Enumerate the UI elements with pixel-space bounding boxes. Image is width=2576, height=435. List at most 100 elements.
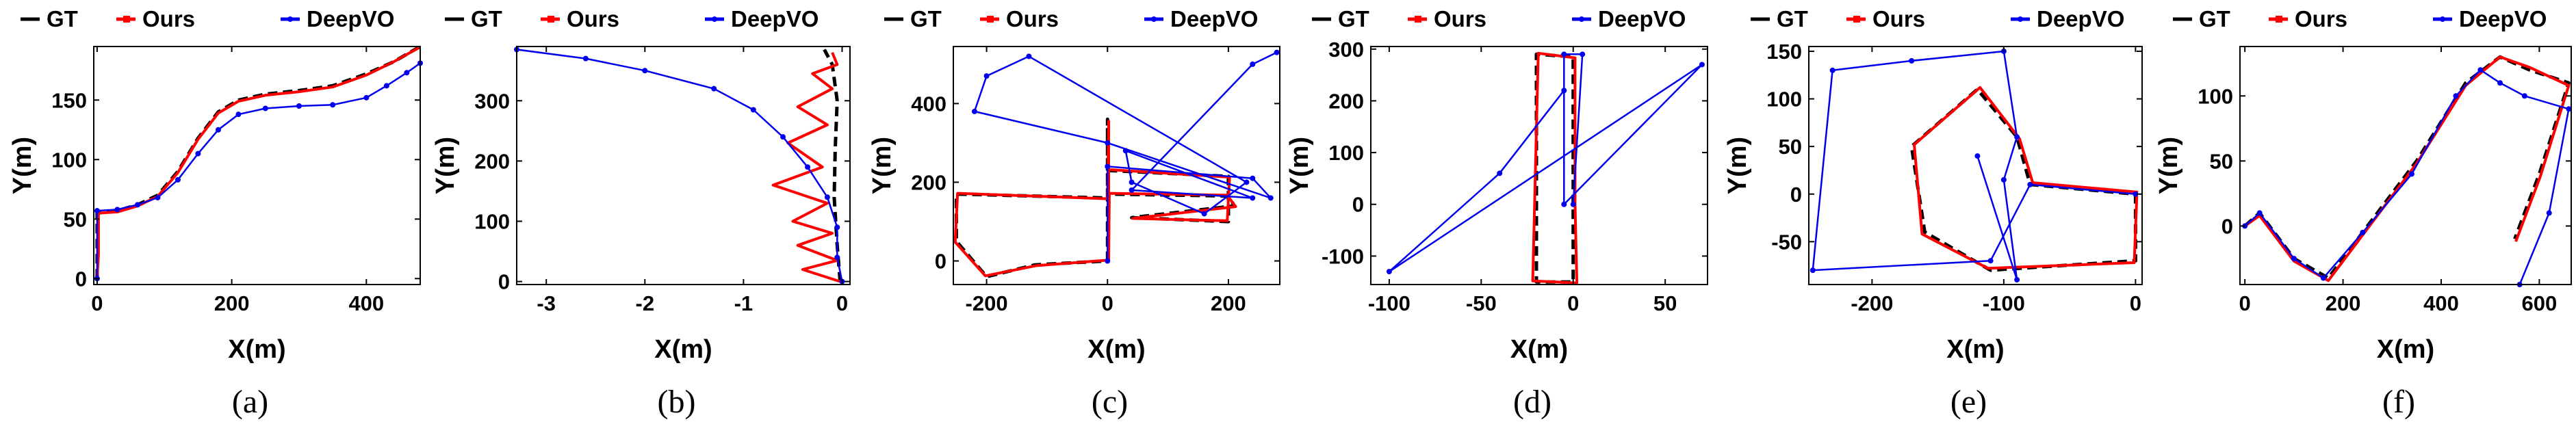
deepvo-point (1244, 179, 1250, 185)
x-axis-label: X(m) (654, 335, 712, 364)
legend: GT Ours DeepVO (2173, 6, 2547, 31)
deepvo-point (1386, 269, 1392, 275)
series-line-gt (2243, 55, 2571, 280)
legend-marker-deepvo (1151, 16, 1157, 22)
x-tick-label: 600 (2522, 291, 2558, 315)
deepvo-point (404, 70, 410, 76)
y-tick-label: 100 (474, 209, 510, 233)
plot-frame (1370, 46, 1708, 285)
deepvo-point (1250, 195, 1256, 201)
x-tick-label: 400 (2423, 291, 2459, 315)
y-tick-label: 100 (51, 148, 87, 172)
deepvo-point (1561, 88, 1567, 94)
y-tick-label: 150 (1766, 40, 1802, 64)
legend: GT Ours DeepVO (445, 6, 819, 31)
y-axis-label: Y(m) (8, 137, 37, 194)
legend-label-deepvo: DeepVO (2037, 6, 2124, 31)
legend: GT Ours DeepVO (1312, 6, 1686, 31)
legend-label-gt: GT (910, 6, 942, 31)
x-tick-label: 200 (214, 291, 250, 315)
legend-label-gt: GT (47, 6, 78, 31)
deepvo-point (1699, 62, 1705, 68)
legend: GT Ours DeepVO (884, 6, 1258, 31)
y-tick-label: 0 (1352, 193, 1364, 217)
x-tick-label: -100 (1983, 291, 2025, 315)
deepvo-point (582, 55, 589, 62)
deepvo-point (1561, 51, 1567, 57)
y-tick-label: 0 (1790, 183, 1802, 207)
deepvo-point (983, 73, 990, 79)
deepvo-point (2256, 210, 2263, 216)
series-line-gt (1534, 52, 1575, 284)
y-axis-label: Y(m) (1285, 137, 1314, 194)
deepvo-point (1129, 187, 1135, 193)
legend: GT Ours DeepVO (21, 6, 394, 31)
y-tick-label: 0 (75, 267, 87, 291)
y-axis-label: Y(m) (431, 137, 460, 194)
y-tick-label: 100 (1328, 141, 1364, 165)
series-line-deepvo (517, 49, 843, 282)
deepvo-point (2000, 176, 2007, 183)
chart-panel-1: GT Ours DeepVO 0 200 400 0 50 100 150 X(m) Y(m) (a) (8, 6, 423, 420)
plot-frame (516, 46, 851, 285)
deepvo-point (1570, 201, 1576, 207)
x-tick-label: -200 (966, 291, 1008, 315)
deepvo-point (642, 68, 648, 74)
deepvo-point (155, 194, 161, 200)
series-line-ours (2244, 55, 2571, 282)
deepvo-point (1122, 148, 1129, 154)
legend-marker-ours (1415, 16, 1421, 23)
deepvo-point (363, 94, 370, 101)
chart-panel-4: GT Ours DeepVO -100 -50 0 50 -100 0 100 200 300 X(m)… (1285, 6, 1708, 420)
y-tick-label: 0 (2221, 214, 2233, 238)
y-tick-label: 50 (2210, 149, 2233, 173)
deepvo-point (2546, 210, 2552, 216)
legend-label-deepvo: DeepVO (1598, 6, 1686, 31)
legend-label-ours: Ours (2295, 6, 2347, 31)
deepvo-point (711, 85, 717, 92)
series-line-ours (95, 47, 420, 279)
y-tick-label: 150 (51, 88, 87, 112)
x-axis-label: X(m) (1946, 335, 2004, 364)
deepvo-point (383, 83, 389, 89)
deepvo-point (750, 107, 756, 113)
deepvo-point (1267, 195, 1274, 201)
x-axis-label: X(m) (1510, 335, 1568, 364)
deepvo-point (2497, 80, 2503, 86)
chart-panel-2: GT Ours DeepVO -3 -2 -1 0 0 100 200 300 X(m) Y(m) (b) (431, 6, 851, 420)
series-line-deepvo (1388, 53, 1703, 273)
deepvo-point (1201, 211, 1207, 217)
deepvo-point (2453, 93, 2459, 99)
deepvo-point (296, 103, 302, 109)
legend-label-deepvo: DeepVO (2459, 6, 2547, 31)
x-tick-label: 0 (1102, 291, 1113, 315)
deepvo-point (330, 102, 336, 108)
deepvo-point (1250, 61, 1256, 67)
series-line-gt (95, 47, 420, 279)
deepvo-point (971, 108, 977, 114)
deepvo-point (805, 164, 811, 170)
x-tick-label: 0 (91, 291, 103, 315)
panel-caption: (f) (2382, 384, 2415, 420)
plot-frame (1808, 46, 2143, 285)
legend-label-gt: GT (471, 6, 502, 31)
deepvo-point (2360, 229, 2366, 235)
x-tick-label: -100 (1368, 291, 1411, 315)
y-tick-label: 0 (498, 270, 510, 294)
deepvo-point (1105, 258, 1111, 264)
x-axis-label: X(m) (228, 335, 285, 364)
deepvo-point (1987, 258, 1994, 264)
plot-frame (953, 46, 1280, 285)
legend-marker-deepvo (1579, 16, 1584, 22)
y-tick-label: 300 (474, 89, 510, 113)
x-tick-label: -200 (1851, 291, 1893, 315)
deepvo-point (134, 202, 140, 208)
deepvo-point (1497, 170, 1503, 176)
y-tick-label: -50 (1771, 230, 1802, 254)
chart-panel-3: GT Ours DeepVO -200 0 200 0 200 400 X(m) Y(m) (c) (868, 6, 1280, 420)
x-tick-label: 400 (348, 291, 384, 315)
y-axis-label: Y(m) (2154, 137, 2183, 194)
y-tick-label: -100 (1322, 244, 1364, 268)
legend-marker-ours (987, 16, 994, 23)
